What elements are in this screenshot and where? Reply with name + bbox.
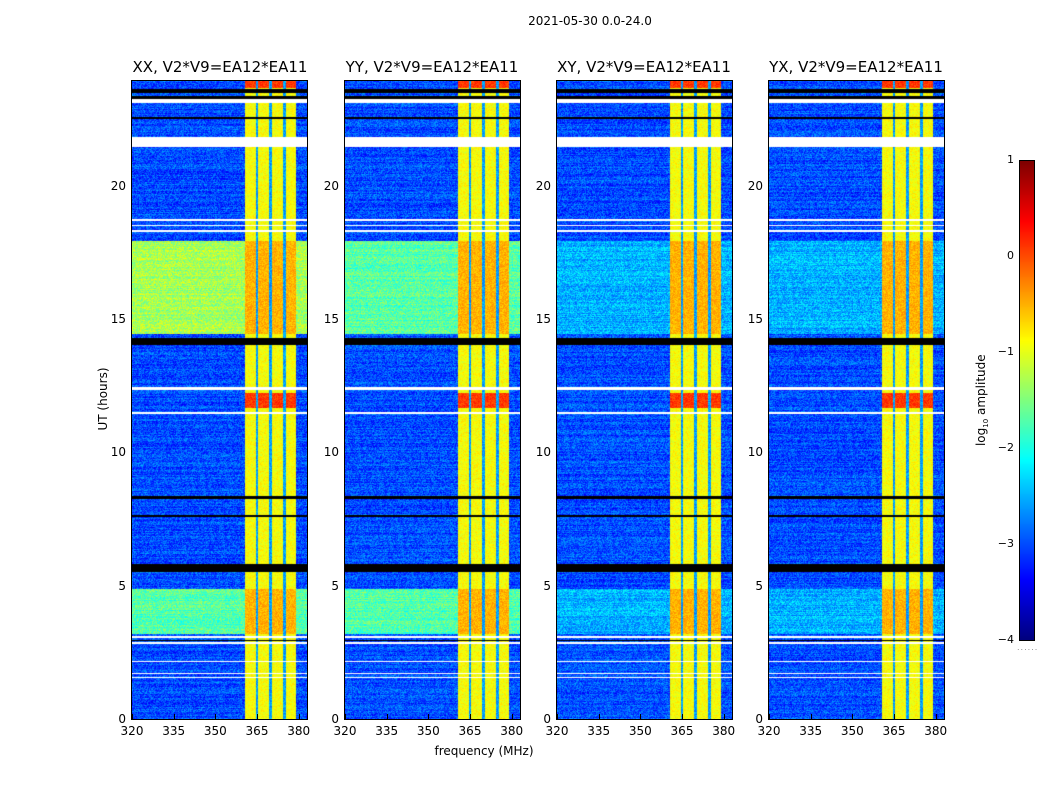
colorbar-label-main: log <box>973 427 988 447</box>
y-tick-label: 5 <box>755 578 763 593</box>
y-tick-label: 0 <box>543 712 551 726</box>
colorbar-tick-label: −2 <box>997 441 1014 454</box>
colorbar-tick-label: 1 <box>1007 153 1014 166</box>
x-tick-label: 335 <box>375 724 399 738</box>
x-tick-mark <box>173 714 175 719</box>
x-tick-label: 365 <box>458 724 482 738</box>
x-tick-mark <box>935 714 937 719</box>
x-tick-label: 380 <box>287 724 311 738</box>
panel-title-yx: YX, V2*V9=EA12*EA11 <box>769 58 943 76</box>
x-tick-label: 335 <box>587 724 611 738</box>
x-tick-mark <box>257 714 258 719</box>
x-tick-label: 350 <box>416 724 440 738</box>
x-tick-label: 380 <box>924 724 948 738</box>
heatmap-yy <box>345 81 520 719</box>
x-tick-label: 365 <box>670 724 694 738</box>
x-tick-label: 320 <box>333 724 357 738</box>
x-tick-mark <box>557 714 558 719</box>
x-tick-label: 380 <box>500 724 524 738</box>
x-tick-mark <box>598 714 600 719</box>
x-tick-mark <box>298 714 300 719</box>
x-tick-mark <box>640 714 642 719</box>
x-tick-mark <box>682 714 683 719</box>
y-tick-label: 15 <box>747 312 763 326</box>
y-tick-label: 15 <box>323 312 339 326</box>
colorbar-tick-label: −4 <box>997 633 1014 646</box>
x-tick-label: 365 <box>882 724 906 738</box>
x-tick-mark <box>511 714 513 719</box>
x-tick-mark <box>470 714 471 719</box>
x-tick-mark <box>723 714 725 719</box>
x-tick-label: 350 <box>628 724 652 738</box>
y-tick-label: 0 <box>331 712 339 726</box>
y-tick-label: 5 <box>543 578 551 593</box>
x-tick-mark <box>810 714 812 719</box>
colorbar-tick-label: −1 <box>997 345 1014 358</box>
colorbar-label-sub: 10 <box>982 418 991 428</box>
panel-title-xy: XY, V2*V9=EA12*EA11 <box>557 58 731 76</box>
colorbar-tick-label: 0 <box>1007 249 1014 262</box>
x-tick-label: 320 <box>757 724 781 738</box>
figure-suptitle: 2021-05-30 0.0-24.0 <box>528 14 652 28</box>
x-tick-label: 365 <box>245 724 269 738</box>
y-tick-label: 20 <box>535 178 551 193</box>
x-tick-label: 380 <box>712 724 736 738</box>
colorbar-label: log10 amplitude <box>974 340 990 460</box>
heatmap-xy <box>557 81 732 719</box>
x-tick-label: 350 <box>203 724 227 738</box>
y-tick-label: 10 <box>110 445 126 460</box>
heatmap-panel-yx <box>768 80 945 720</box>
y-tick-label: 15 <box>535 312 551 326</box>
y-tick-label: 5 <box>331 578 339 593</box>
heatmap-xx <box>132 81 307 719</box>
heatmap-panel-xx <box>131 80 308 720</box>
colorbar-dots: ...... <box>1017 643 1039 652</box>
x-tick-label: 350 <box>840 724 864 738</box>
panel-title-yy: YY, V2*V9=EA12*EA11 <box>345 58 519 76</box>
x-tick-label: 320 <box>545 724 569 738</box>
colorbar <box>1019 160 1035 641</box>
x-tick-label: 335 <box>162 724 186 738</box>
x-axis-label: frequency (MHz) <box>434 744 534 758</box>
x-tick-mark <box>386 714 388 719</box>
y-tick-label: 20 <box>110 178 126 193</box>
colorbar-label-rest: amplitude <box>973 354 988 419</box>
heatmap-yx <box>769 81 944 719</box>
x-tick-label: 335 <box>799 724 823 738</box>
panel-title-xx: XX, V2*V9=EA12*EA11 <box>132 58 308 76</box>
x-tick-mark <box>345 714 346 719</box>
y-tick-label: 15 <box>110 312 126 326</box>
y-tick-label: 10 <box>747 445 763 460</box>
x-tick-mark <box>132 714 133 719</box>
y-tick-label: 10 <box>535 445 551 460</box>
heatmap-panel-xy <box>556 80 733 720</box>
y-tick-label: 10 <box>323 445 339 460</box>
y-tick-label: 0 <box>118 712 126 726</box>
colorbar-gradient <box>1020 161 1034 640</box>
y-tick-label: 20 <box>747 178 763 193</box>
heatmap-panel-yy <box>344 80 521 720</box>
x-tick-mark <box>769 714 770 719</box>
x-tick-mark <box>215 714 217 719</box>
x-tick-mark <box>428 714 430 719</box>
y-axis-label: UT (hours) <box>96 367 110 431</box>
x-tick-mark <box>852 714 854 719</box>
y-tick-label: 20 <box>323 178 339 193</box>
x-tick-mark <box>894 714 895 719</box>
colorbar-tick-label: −3 <box>997 537 1014 550</box>
x-tick-label: 320 <box>120 724 144 738</box>
y-tick-label: 0 <box>755 712 763 726</box>
y-tick-label: 5 <box>118 578 126 593</box>
